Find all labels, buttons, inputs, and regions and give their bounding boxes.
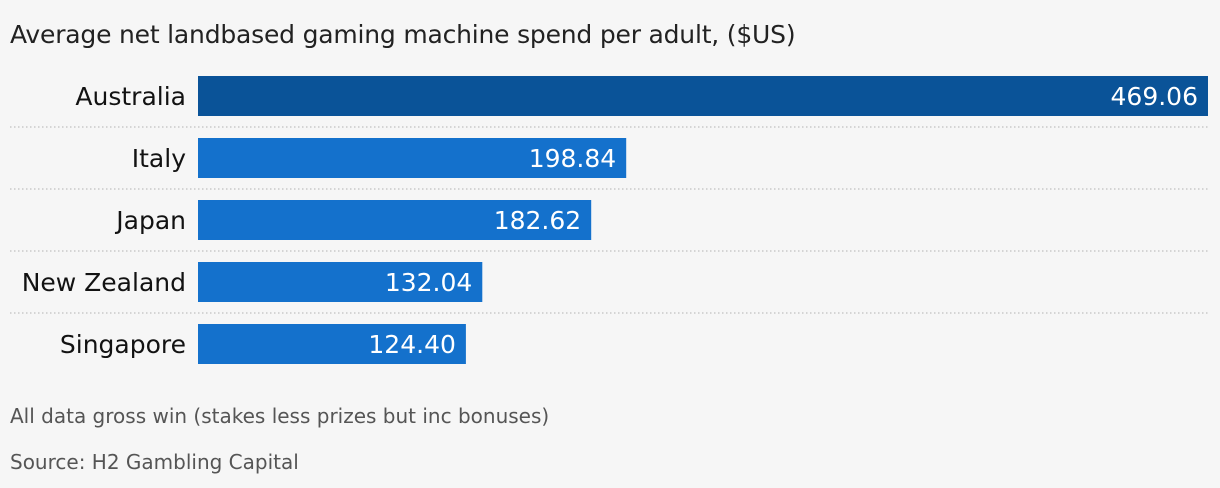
chart-source: Source: H2 Gambling Capital: [10, 450, 299, 474]
bar-new-zealand: [198, 262, 483, 302]
value-label-australia: 469.06: [1111, 82, 1198, 111]
category-label-australia: Australia: [75, 82, 186, 111]
value-label-italy: 198.84: [529, 144, 616, 173]
value-label-japan: 182.62: [494, 206, 581, 235]
bar-italy: [198, 138, 627, 178]
value-label-new-zealand: 132.04: [385, 268, 472, 297]
category-label-singapore: Singapore: [60, 330, 186, 359]
bar-chart: Australia 469.06 Italy 198.84 Japan 182.62 New…: [10, 76, 1208, 364]
chart-title: Average net landbased gaming machine spe…: [10, 20, 796, 49]
value-label-singapore: 124.40: [368, 330, 455, 359]
category-label-new-zealand: New Zealand: [22, 268, 186, 297]
chart-note: All data gross win (stakes less prizes b…: [10, 404, 550, 428]
bar-singapore: [198, 324, 466, 364]
bar-australia: [198, 76, 1208, 116]
category-label-italy: Italy: [132, 144, 186, 173]
category-label-japan: Japan: [114, 206, 186, 235]
bar-japan: [198, 200, 592, 240]
